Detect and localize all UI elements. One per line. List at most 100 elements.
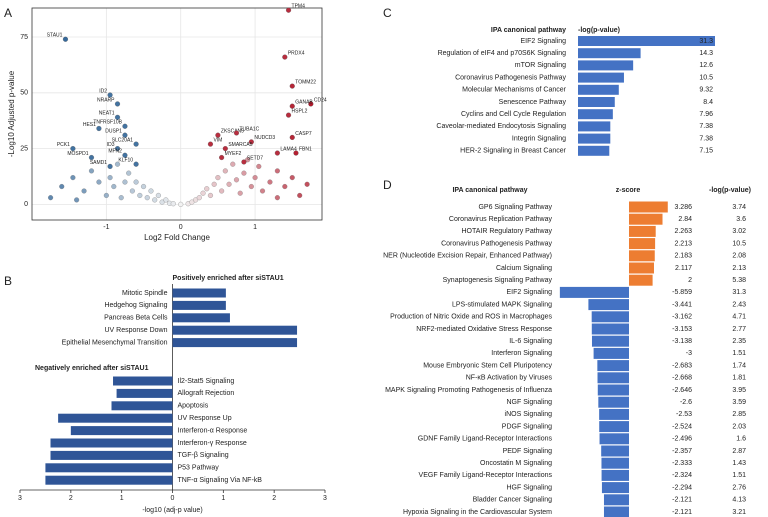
x-axis-title: -log10 (adj-p value) <box>142 507 202 514</box>
point <box>74 197 80 203</box>
pvalue-label: 3.59 <box>732 399 746 406</box>
pvalue-label: 1.51 <box>732 472 746 479</box>
gene-point <box>114 146 121 152</box>
bar <box>578 36 715 46</box>
zscore-label: -2.121 <box>672 497 692 504</box>
bar <box>70 426 173 436</box>
gene-label: MFN2 <box>108 149 122 155</box>
category-label: GP6 Signaling Pathway <box>478 204 552 211</box>
bar <box>111 401 173 411</box>
gene-point <box>122 152 128 158</box>
point <box>215 175 221 181</box>
category-label: Bladder Cancer Signaling <box>473 497 552 504</box>
bar <box>603 494 629 506</box>
gene-point <box>62 36 69 42</box>
gene-point <box>70 146 76 152</box>
bar <box>588 299 629 311</box>
zscore-label: 2.84 <box>678 216 692 223</box>
gene-label: NUDCD3 <box>254 135 275 141</box>
category-label: VEGF Family Ligand-Receptor Interactions <box>419 472 553 479</box>
gene-point <box>107 92 113 98</box>
y-axis-title: -Log10 Adjusted p-value <box>7 70 16 157</box>
bar <box>598 396 629 408</box>
y-tick-label: 50 <box>20 90 28 97</box>
category-label: Il2-Stat5 Signaling <box>178 378 235 385</box>
header: z-score <box>616 187 641 194</box>
category-label: Oncostatin M Signaling <box>480 460 552 467</box>
gene-label: ID2 <box>99 88 107 94</box>
point <box>152 197 158 203</box>
pvalue-label: 3.74 <box>732 204 746 211</box>
point <box>59 183 65 190</box>
point <box>219 188 225 194</box>
bar <box>116 388 173 398</box>
pvalue-label: 2.03 <box>732 423 746 430</box>
category-label: UV Response Up <box>178 415 232 422</box>
category-label: TNF-α Signaling Via NF-kB <box>178 477 263 484</box>
point <box>118 195 124 201</box>
bar <box>597 360 629 372</box>
zscore-label: 3.286 <box>674 204 692 211</box>
x-tick-label: 1 <box>120 495 124 502</box>
gene-label: SLC20A1 <box>112 137 134 143</box>
bar <box>599 433 629 445</box>
gene-label: HSPL2 <box>292 108 308 114</box>
x-tick-label: 1 <box>253 224 257 231</box>
x-tick-label: 2 <box>272 495 276 502</box>
point <box>274 195 280 201</box>
category-label: EIF2 Signaling <box>520 38 566 45</box>
bar <box>172 313 230 323</box>
point <box>137 192 143 199</box>
bar <box>601 457 629 469</box>
pvalue-label: 2.77 <box>732 326 746 333</box>
category-label: EIF2 Signaling <box>506 289 552 296</box>
point <box>207 192 214 199</box>
gene-label: GANAB <box>295 100 313 106</box>
gene-point <box>222 146 228 152</box>
pvalue-label: 3.21 <box>732 509 746 516</box>
point <box>259 188 266 194</box>
zscore-label: -2.668 <box>672 375 692 382</box>
point <box>245 157 251 163</box>
gene-label: SAMD1 <box>90 160 107 166</box>
bar <box>601 482 629 494</box>
pvalue-label: 3.95 <box>732 387 746 394</box>
zscore-label: 2 <box>688 277 692 284</box>
point <box>103 192 109 199</box>
gene-point <box>285 7 292 13</box>
point <box>126 170 132 176</box>
bar <box>603 506 629 517</box>
plot-frame <box>31 7 323 221</box>
pvalue-label: 2.87 <box>732 448 746 455</box>
point <box>233 177 240 183</box>
x-tick-label: 3 <box>323 495 327 502</box>
header: IPA canonical pathway <box>491 27 566 34</box>
gene-point <box>114 114 121 120</box>
gene-label: PCK1 <box>57 142 70 148</box>
point <box>48 195 54 201</box>
zscore-label: 2.117 <box>675 265 692 272</box>
zscore-label: -2.496 <box>672 436 692 443</box>
gene-point <box>289 134 295 140</box>
bar <box>599 421 629 433</box>
point <box>88 168 95 174</box>
category-label: Caveolar-mediated Endocytosis Signaling <box>436 123 566 130</box>
gene-point <box>308 101 314 107</box>
bar <box>597 372 629 384</box>
pvalue-label: 31.3 <box>732 289 746 296</box>
value-label: 12.6 <box>699 62 713 69</box>
bar <box>578 72 624 83</box>
gene-label: DUSP1 <box>105 129 122 135</box>
value-label: 8.4 <box>703 99 713 106</box>
gene-point <box>289 83 295 89</box>
gene-point <box>133 161 139 167</box>
point <box>193 197 199 203</box>
point <box>252 175 258 181</box>
gene-point <box>207 141 214 147</box>
pvalue-label: 2.43 <box>732 301 746 308</box>
x-tick-label: -1 <box>103 224 109 231</box>
category-label: Cyclins and Cell Cycle Regulation <box>461 111 566 118</box>
point <box>144 195 150 201</box>
y-tick-label: 75 <box>20 34 28 41</box>
pvalue-label: 2.08 <box>732 253 746 260</box>
